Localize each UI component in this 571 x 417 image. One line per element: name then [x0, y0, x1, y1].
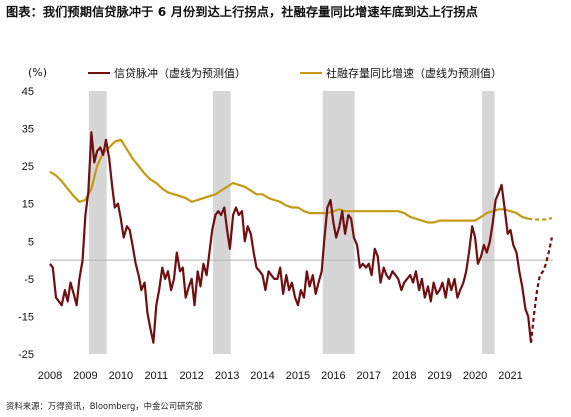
x-tick-label: 2015 [286, 370, 310, 382]
legend-item-social-financing: 社融存量同比增速（虚线为预测值） [300, 65, 502, 81]
chart-title: 图表：我们预期信贷脉冲于 6 月份到达上行拐点，社融存量同比增速年底到达上行拐点 [6, 5, 478, 19]
x-tick-label: 2016 [321, 370, 345, 382]
shaded-period-0 [88, 91, 107, 354]
x-tick-label: 2017 [357, 370, 381, 382]
x-tick-label: 2020 [463, 370, 487, 382]
y-tick-label: -15 [18, 311, 34, 323]
y-tick-label: 5 [28, 236, 34, 248]
legend-item-credit-pulse: 信贷脉冲（虚线为预测值） [88, 65, 246, 81]
x-tick-label: 2013 [215, 370, 239, 382]
y-unit-label: (%) [28, 66, 48, 79]
shaded-period-3 [482, 91, 495, 354]
shaded-period-2 [322, 91, 355, 354]
x-tick-label: 2014 [250, 370, 274, 382]
legend-swatch-social [300, 71, 322, 75]
x-tick-label: 2008 [38, 370, 62, 382]
x-tick-label: 2010 [109, 370, 133, 382]
source-note: 资料来源：万得资讯，Bloomberg，中金公司研究部 [6, 401, 203, 411]
series-forecast-line-1 [528, 216, 553, 221]
y-tick-label: 45 [22, 86, 34, 98]
series-line-0 [49, 131, 533, 344]
x-tick-label: 2018 [392, 370, 416, 382]
series-line-1 [49, 138, 529, 224]
y-tick-label: 25 [22, 161, 34, 173]
x-tick-label: 2011 [144, 370, 168, 382]
x-tick-label: 2009 [73, 370, 97, 382]
series-forecast-line-0 [529, 237, 553, 343]
y-tick-label: -5 [24, 274, 34, 286]
y-tick-label: 35 [22, 124, 34, 136]
shaded-period-1 [212, 91, 231, 354]
legend-label-credit: 信贷脉冲（虚线为预测值） [114, 67, 246, 80]
y-tick-label: 15 [22, 199, 34, 211]
legend-swatch-credit [88, 71, 110, 75]
x-tick-label: 2012 [179, 370, 203, 382]
x-tick-label: 2021 [498, 370, 522, 382]
x-tick-label: 2019 [427, 370, 451, 382]
y-tick-label: -25 [18, 349, 34, 361]
legend-label-social: 社融存量同比增速（虚线为预测值） [326, 67, 502, 80]
